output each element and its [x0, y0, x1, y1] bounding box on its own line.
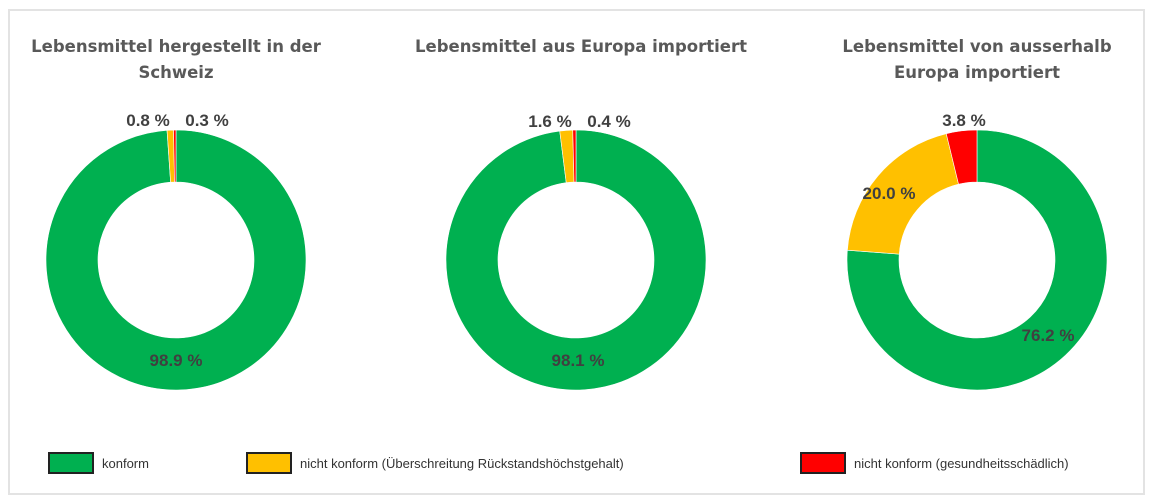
donut-slice: [846, 129, 1108, 391]
legend-swatch-yellow: [246, 452, 292, 474]
legend-label: nicht konform (Überschreitung Rückstands…: [300, 455, 624, 471]
donut-slice: [173, 129, 177, 183]
legend-swatch-green: [48, 452, 94, 474]
legend-label: nicht konform (gesundheitsschädlich): [854, 455, 1069, 471]
donut-slice: [572, 129, 577, 183]
data-label: 1.6 %: [528, 112, 571, 131]
data-label: 76.2 %: [1022, 326, 1075, 345]
data-label: 0.3 %: [185, 111, 228, 130]
data-label: 0.4 %: [587, 112, 630, 131]
donut-slice: [45, 129, 307, 391]
donut-slice: [445, 129, 707, 391]
data-label: 98.9 %: [150, 351, 203, 370]
chart-title-1: Lebensmittel hergestellt in der Schweiz: [31, 37, 321, 82]
chart-frame: [8, 9, 1145, 495]
legend-item-harmful: nicht konform (gesundheitsschädlich): [800, 452, 1069, 474]
chart-title-2: Lebensmittel aus Europa importiert: [414, 37, 747, 56]
legend-label: konform: [102, 455, 149, 471]
chart-title-3: Lebensmittel von ausserhalb Europa impor…: [842, 37, 1112, 82]
legend-swatch-red: [800, 452, 846, 474]
data-label: 98.1 %: [552, 351, 605, 370]
data-label: 3.8 %: [942, 111, 985, 130]
legend-item-konform: konform: [48, 452, 149, 474]
data-label: 0.8 %: [126, 111, 169, 130]
donut-slice: [945, 129, 978, 185]
legend-item-exceed: nicht konform (Überschreitung Rückstands…: [246, 452, 624, 474]
data-label: 20.0 %: [863, 184, 916, 203]
